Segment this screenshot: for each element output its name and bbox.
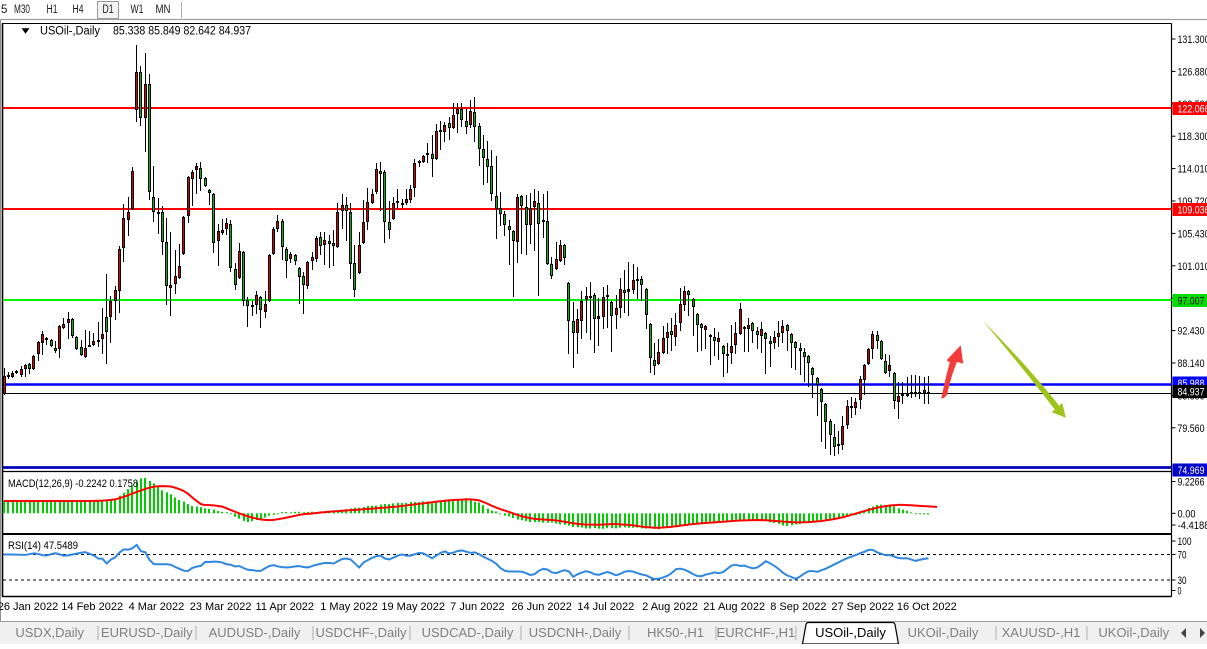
svg-text:1 May 2022: 1 May 2022 [320,601,377,613]
svg-text:RSI(14) 47.5489: RSI(14) 47.5489 [8,540,78,552]
svg-text:MN: MN [156,4,171,16]
svg-text:D1: D1 [103,4,114,16]
svg-text:11 Apr 2022: 11 Apr 2022 [256,601,315,613]
svg-text:XAUUSD-,H1: XAUUSD-,H1 [1002,625,1081,640]
svg-text:MACD(12,26,9) -0.2242 0.1758: MACD(12,26,9) -0.2242 0.1758 [8,478,138,490]
svg-text:0.00: 0.00 [1178,508,1196,520]
svg-text:21 Aug 2022: 21 Aug 2022 [703,601,765,613]
svg-text:5: 5 [1,4,7,16]
svg-text:101.010: 101.010 [1178,261,1207,273]
svg-text:114.010: 114.010 [1178,164,1207,176]
svg-text:M30: M30 [14,4,30,16]
svg-text:USOil-,Daily: USOil-,Daily [40,26,100,38]
svg-text:88.140: 88.140 [1178,358,1205,370]
svg-text:105.430: 105.430 [1178,228,1207,240]
svg-text:19 May 2022: 19 May 2022 [381,601,445,613]
svg-text:14 Jul 2022: 14 Jul 2022 [577,601,634,613]
svg-text:2 Aug 2022: 2 Aug 2022 [642,601,698,613]
svg-text:92.430: 92.430 [1178,326,1205,338]
svg-text:USDX,Daily: USDX,Daily [15,625,84,640]
svg-text:4 Mar 2022: 4 Mar 2022 [129,601,185,613]
svg-text:0: 0 [1178,586,1182,598]
svg-text:H1: H1 [47,4,58,16]
svg-text:HK50-,H1: HK50-,H1 [647,625,704,640]
svg-text:122.066: 122.066 [1178,104,1207,116]
svg-text:W1: W1 [131,4,144,16]
svg-text:-4.4188: -4.4188 [1178,520,1207,532]
svg-text:USOil-,Daily: USOil-,Daily [815,625,886,640]
svg-text:74.969: 74.969 [1178,465,1205,477]
svg-text:EURUSD-,Daily: EURUSD-,Daily [101,625,193,640]
svg-text:23 Mar 2022: 23 Mar 2022 [190,601,252,613]
svg-text:26 Jun 2022: 26 Jun 2022 [511,601,572,613]
svg-text:8 Sep 2022: 8 Sep 2022 [770,601,826,613]
svg-text:H4: H4 [73,4,84,16]
svg-text:118.300: 118.300 [1178,131,1207,143]
svg-text:70: 70 [1178,550,1187,562]
svg-text:26 Jan 2022: 26 Jan 2022 [0,601,58,613]
svg-text:UKOil-,Daily: UKOil-,Daily [908,625,979,640]
svg-text:14 Feb 2022: 14 Feb 2022 [61,601,123,613]
svg-text:27 Sep 2022: 27 Sep 2022 [831,601,893,613]
svg-text:84.937: 84.937 [1178,387,1205,399]
svg-text:EURCHF-,H1: EURCHF-,H1 [717,625,796,640]
svg-text:79.560: 79.560 [1178,423,1205,435]
svg-text:7 Jun 2022: 7 Jun 2022 [450,601,504,613]
svg-text:USDCHF-,Daily: USDCHF-,Daily [316,625,408,640]
svg-text:USDCNH-,Daily: USDCNH-,Daily [529,625,622,640]
svg-text:131.300: 131.300 [1178,34,1207,46]
svg-text:USDCAD-,Daily: USDCAD-,Daily [422,625,514,640]
svg-text:100: 100 [1178,536,1192,548]
svg-text:97.007: 97.007 [1178,296,1205,308]
svg-text:85.338 85.849 82.642 84.937: 85.338 85.849 82.642 84.937 [113,26,251,38]
svg-text:109.036: 109.036 [1178,205,1207,217]
svg-text:126.880: 126.880 [1178,66,1207,78]
svg-text:UKOil-,Daily: UKOil-,Daily [1098,625,1169,640]
svg-text:AUDUSD-,Daily: AUDUSD-,Daily [209,625,301,640]
svg-text:9.2266: 9.2266 [1178,477,1205,489]
svg-text:16 Oct 2022: 16 Oct 2022 [897,601,957,613]
